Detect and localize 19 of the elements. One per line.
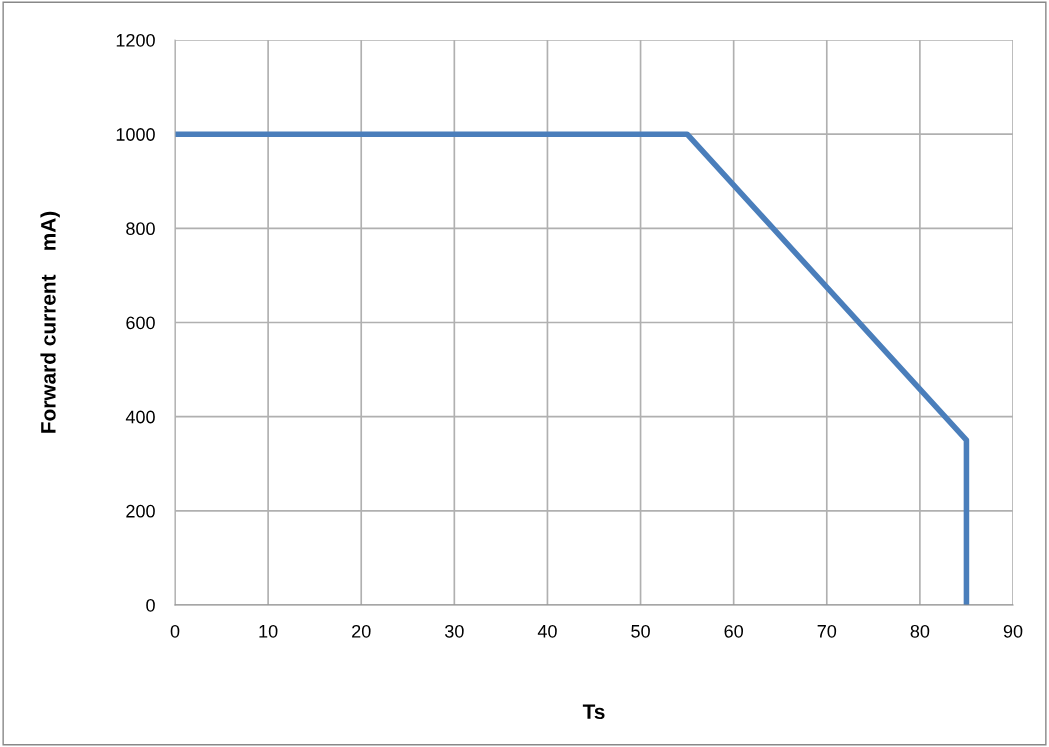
x-tick-label: 10	[259, 624, 278, 638]
x-tick-label: 40	[537, 624, 557, 638]
y-tick-label: 400	[125, 410, 155, 424]
x-tick-label: 30	[444, 624, 464, 638]
x-tick-label: 90	[1003, 624, 1023, 638]
y-tick-label: 1200	[116, 33, 155, 47]
x-tick-label: 60	[724, 624, 743, 638]
y-tick-label: 0	[146, 598, 155, 612]
y-tick-label: 600	[126, 316, 155, 330]
x-tick-label: 70	[817, 624, 837, 638]
y-tick-label: 800	[126, 222, 155, 236]
x-tick-label: 50	[631, 624, 650, 638]
x-tick-label: 80	[910, 624, 930, 638]
x-tick-label: 20	[352, 624, 371, 638]
x-axis-title: Ts	[582, 704, 605, 720]
y-tick-label: 200	[126, 504, 155, 518]
y-axis-title: Forward current mA)	[40, 211, 60, 433]
y-tick-label: 1000	[116, 128, 155, 141]
x-tick-label: 0	[170, 624, 180, 638]
